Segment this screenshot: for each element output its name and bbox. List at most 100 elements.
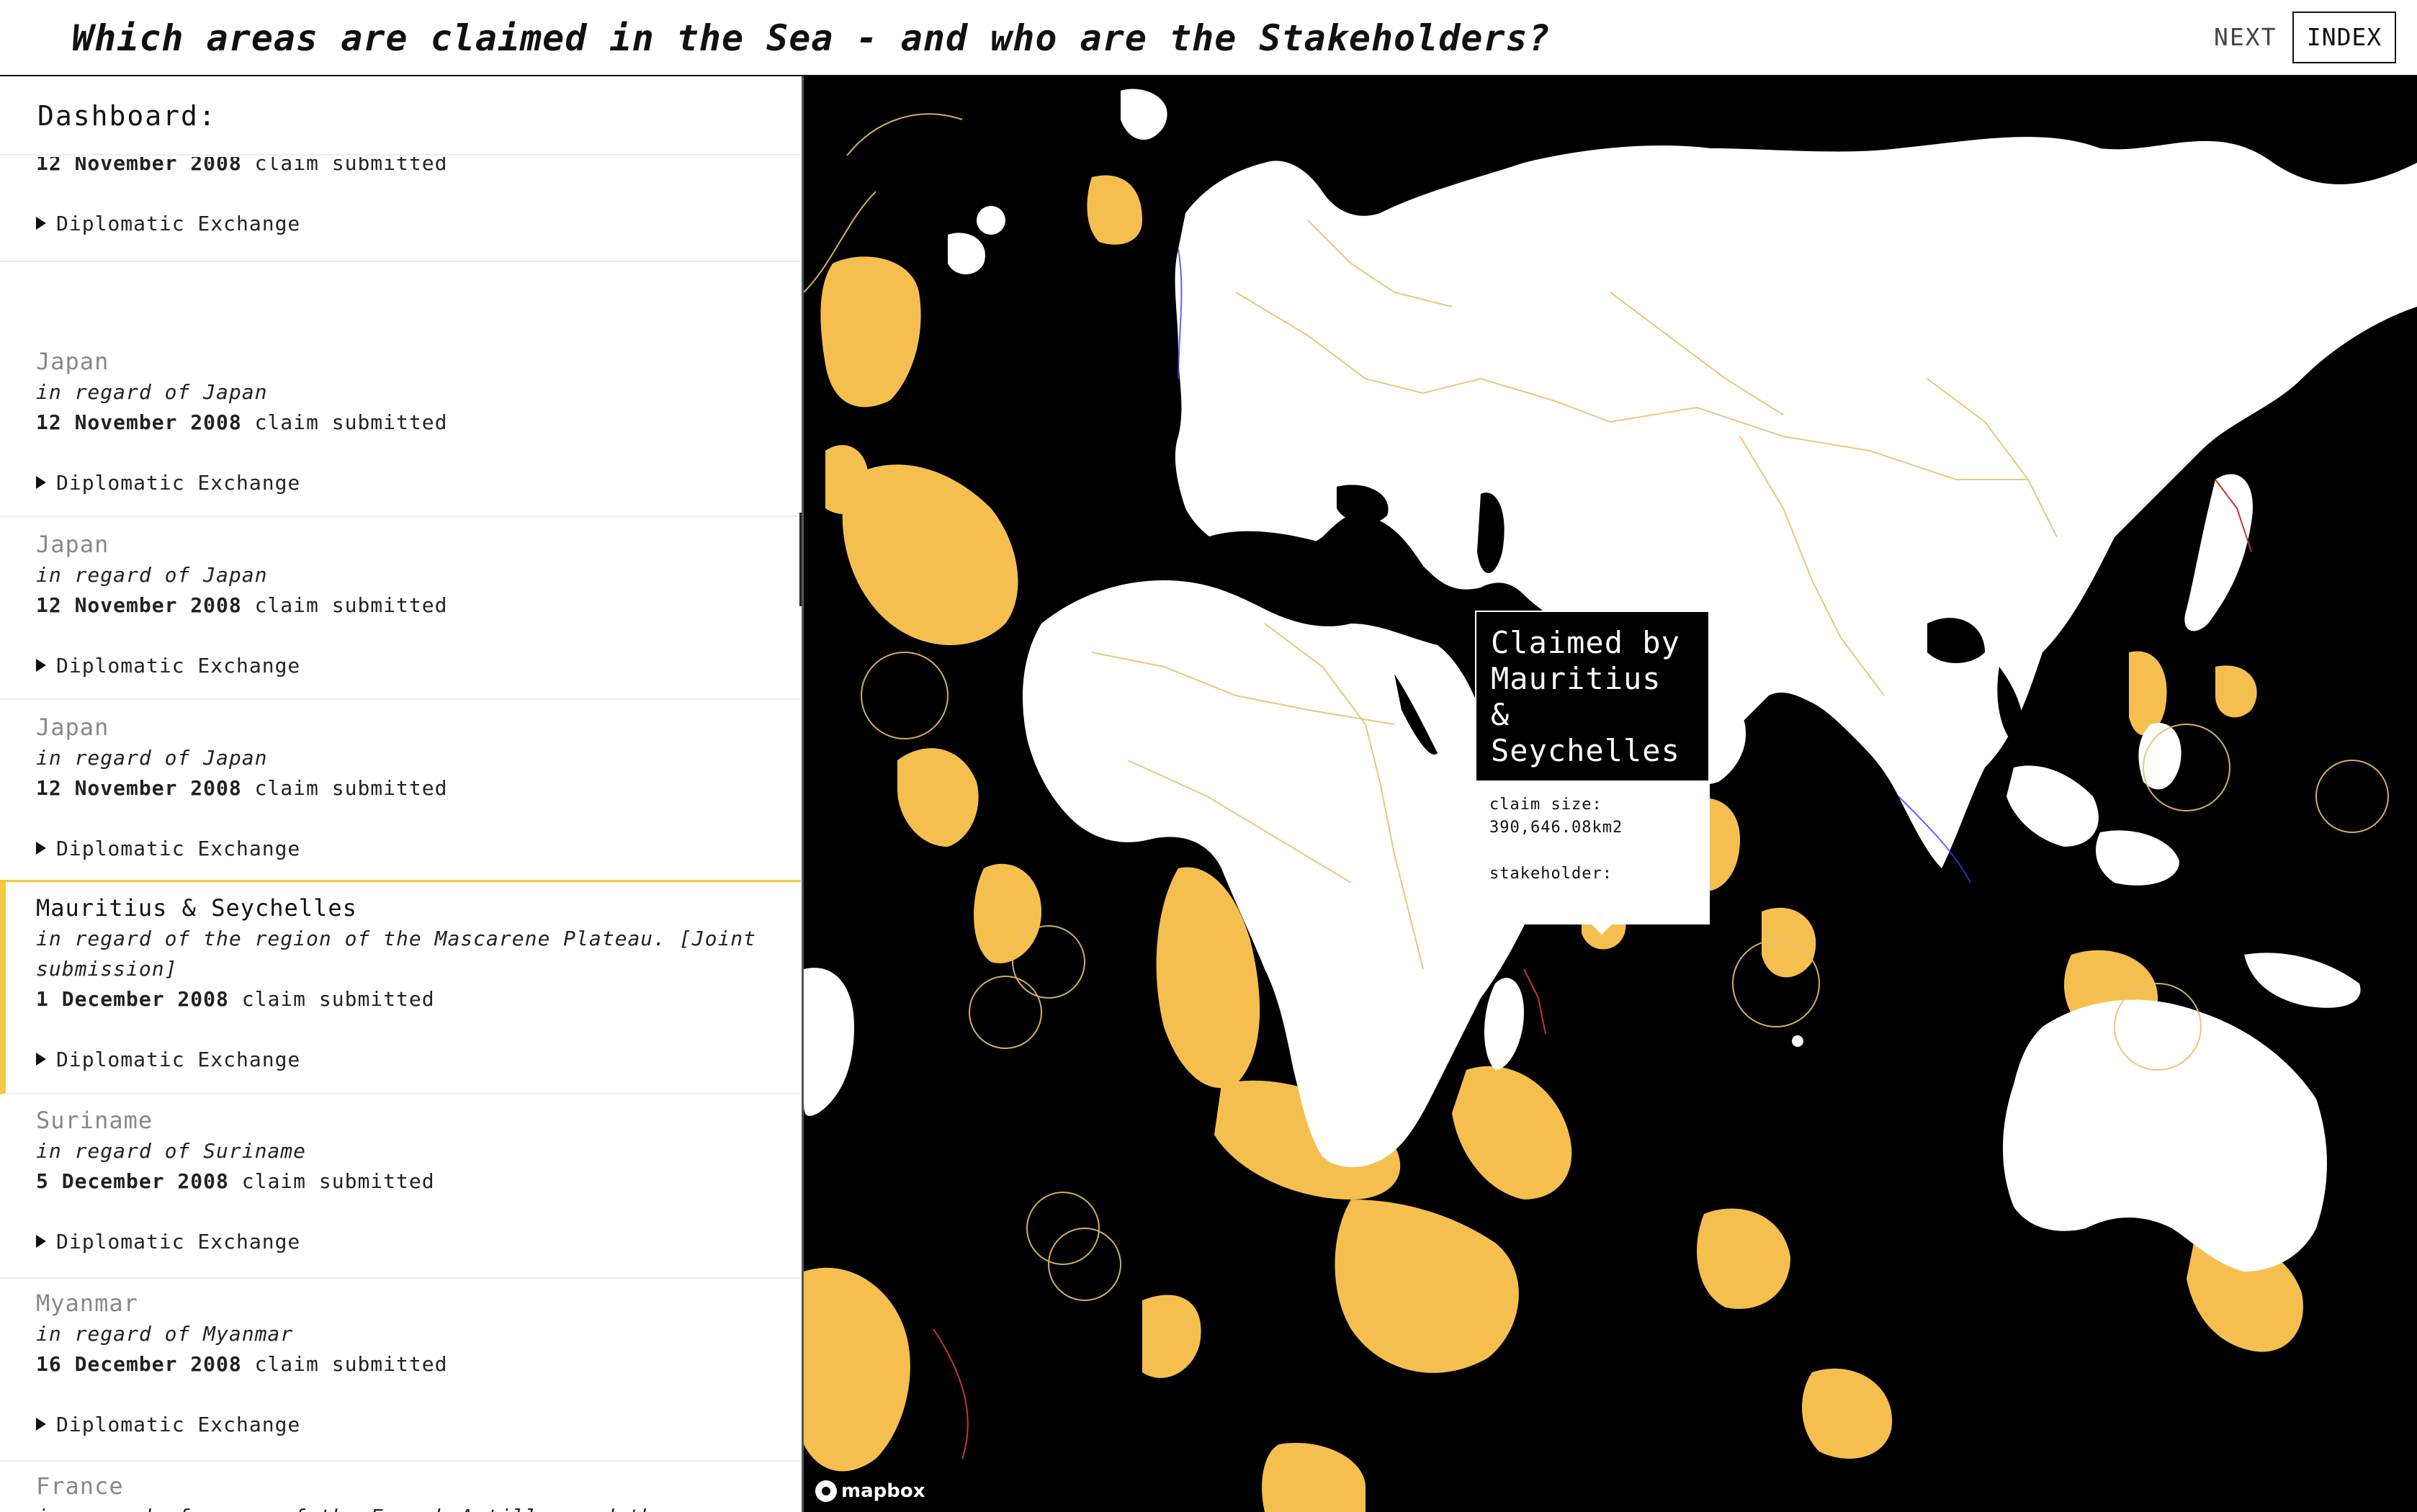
claim-status: claim submitted xyxy=(254,776,448,800)
diplomatic-exchange-toggle[interactable]: Diplomatic Exchange xyxy=(36,1045,300,1075)
claim-zone xyxy=(1802,1368,1893,1459)
diplomatic-exchange-toggle[interactable]: Diplomatic Exchange xyxy=(36,468,300,498)
landmass xyxy=(948,233,985,274)
triangle-right-icon xyxy=(36,659,46,672)
border-line xyxy=(1091,652,1395,725)
disputed-line xyxy=(2215,479,2252,552)
entry-region: in regard of areas of the French Antille… xyxy=(36,1502,792,1512)
claim-zone xyxy=(842,464,1018,645)
disputed-line xyxy=(933,1328,969,1459)
island xyxy=(1792,1035,1803,1047)
page-title: Which areas are claimed in the Sea - and… xyxy=(72,17,1551,59)
border-line xyxy=(1307,220,1453,307)
landmass xyxy=(2244,953,2361,1008)
entry-country: Japan xyxy=(36,531,109,558)
coastline-lines xyxy=(1178,248,1971,883)
list-item[interactable]: 12 November 2008 claim submitted Diploma… xyxy=(0,148,801,262)
list-item[interactable]: Myanmar in regard of Myanmar 16 December… xyxy=(0,1277,801,1462)
border-line xyxy=(846,113,963,156)
claim-zone xyxy=(1142,1295,1201,1378)
dashboard-sidebar[interactable]: 12 November 2008 claim submitted Diploma… xyxy=(0,76,804,1512)
landmass xyxy=(2184,474,2253,631)
claim-size-value: 390,646.08km2 xyxy=(1489,819,1623,837)
scrollbar-thumb[interactable] xyxy=(799,513,802,606)
disputed-line xyxy=(1523,968,1546,1035)
list-item[interactable]: Japan in regard of Japan 12 November 200… xyxy=(0,333,801,517)
madagascar xyxy=(1484,978,1524,1070)
claim-date-line: 12 November 2008 claim submitted xyxy=(36,773,447,804)
list-item[interactable]: Japan in regard of Japan 12 November 200… xyxy=(0,516,801,700)
border-line xyxy=(1927,378,2058,538)
index-button[interactable]: INDEX xyxy=(2292,12,2396,63)
diplomatic-exchange-toggle[interactable]: Diplomatic Exchange xyxy=(36,209,300,239)
claim-status: claim submitted xyxy=(254,1352,448,1376)
eez-circle xyxy=(969,976,1042,1049)
triangle-right-icon xyxy=(36,842,46,855)
landmass xyxy=(1121,89,1167,140)
eez-circle xyxy=(2143,724,2230,811)
map-canvas xyxy=(804,76,2417,1512)
list-item-active[interactable]: Mauritius & Seychelles in regard of the … xyxy=(0,880,801,1094)
world-map[interactable]: mapbox xyxy=(804,76,2417,1512)
entry-region: in regard of Myanmar xyxy=(36,1322,294,1346)
claim-zone xyxy=(804,1267,910,1472)
island xyxy=(977,206,1005,235)
claim-zone xyxy=(2215,665,2257,718)
eez-circle xyxy=(1048,1228,1121,1301)
entry-region: in regard of Suriname xyxy=(36,1139,307,1163)
entry-country: Japan xyxy=(36,348,109,375)
eez-circle xyxy=(1026,1192,1100,1265)
diplomatic-exchange-toggle[interactable]: Diplomatic Exchange xyxy=(36,1227,300,1257)
claim-zone xyxy=(897,748,979,847)
claim-tooltip: Claimed by Mauritius & Seychelles claim … xyxy=(1475,611,1710,935)
diplomatic-exchange-toggle[interactable]: Diplomatic Exchange xyxy=(36,651,300,681)
claim-zone xyxy=(974,863,1041,963)
claim-date-line: 16 December 2008 claim submitted xyxy=(36,1349,447,1380)
claim-date-line: 12 November 2008 claim submitted xyxy=(36,590,447,621)
list-item[interactable]: Suriname in regard of Suriname 5 Decembe… xyxy=(0,1094,801,1279)
claim-status: claim submitted xyxy=(254,410,448,434)
entry-region: in regard of Japan xyxy=(36,380,268,404)
claim-zone xyxy=(1156,867,1260,1089)
landmass xyxy=(804,968,854,1116)
claim-zone xyxy=(2129,651,2167,736)
claim-status: claim submitted xyxy=(241,1169,435,1193)
eez-circle xyxy=(861,652,949,739)
mapbox-logo[interactable]: mapbox xyxy=(815,1480,925,1502)
claim-zone xyxy=(1335,1200,1519,1373)
claim-date: 12 November 2008 xyxy=(36,776,242,800)
dashboard-header: Dashboard: xyxy=(0,76,801,157)
disputed-lines xyxy=(933,479,2252,1459)
border-lines xyxy=(804,113,2389,1301)
claim-size-label: claim size: xyxy=(1489,796,1602,814)
landmass xyxy=(2096,830,2179,886)
triangle-right-icon xyxy=(36,217,46,230)
triangle-right-icon xyxy=(36,1235,46,1248)
coastline xyxy=(1898,796,1971,883)
border-line xyxy=(1235,292,2028,480)
diplomatic-exchange-toggle[interactable]: Diplomatic Exchange xyxy=(36,834,300,864)
black-sea xyxy=(1337,485,1389,523)
eez-circle xyxy=(1732,940,1820,1027)
eez-circle xyxy=(1012,925,1085,999)
claim-date-line: 12 November 2008 claim submitted xyxy=(36,408,447,438)
entry-region: in regard of the region of the Mascarene… xyxy=(36,927,757,981)
inland-seas xyxy=(1207,485,2024,755)
diplomatic-exchange-toggle[interactable]: Diplomatic Exchange xyxy=(36,1410,300,1440)
eez-circle xyxy=(2315,760,2389,833)
list-item[interactable]: Japan in regard of Japan 12 November 200… xyxy=(0,698,801,883)
claim-zone xyxy=(2187,1238,2303,1352)
claim-zone xyxy=(1087,175,1142,245)
claim-date-line: 1 December 2008 claim submitted xyxy=(36,984,435,1014)
entry-region: in regard of Japan xyxy=(36,563,268,587)
eurasia xyxy=(1175,137,2417,869)
claim-zone xyxy=(1697,1208,1790,1309)
spacer xyxy=(1489,840,1697,863)
entry-country: Myanmar xyxy=(36,1290,138,1317)
mediterranean xyxy=(1207,531,1363,580)
next-button[interactable]: NEXT xyxy=(2214,23,2277,51)
list-item[interactable]: France in regard of areas of the French … xyxy=(0,1460,801,1512)
border-line xyxy=(804,191,876,293)
triangle-right-icon xyxy=(36,476,46,489)
entry-country: France xyxy=(36,1472,124,1500)
